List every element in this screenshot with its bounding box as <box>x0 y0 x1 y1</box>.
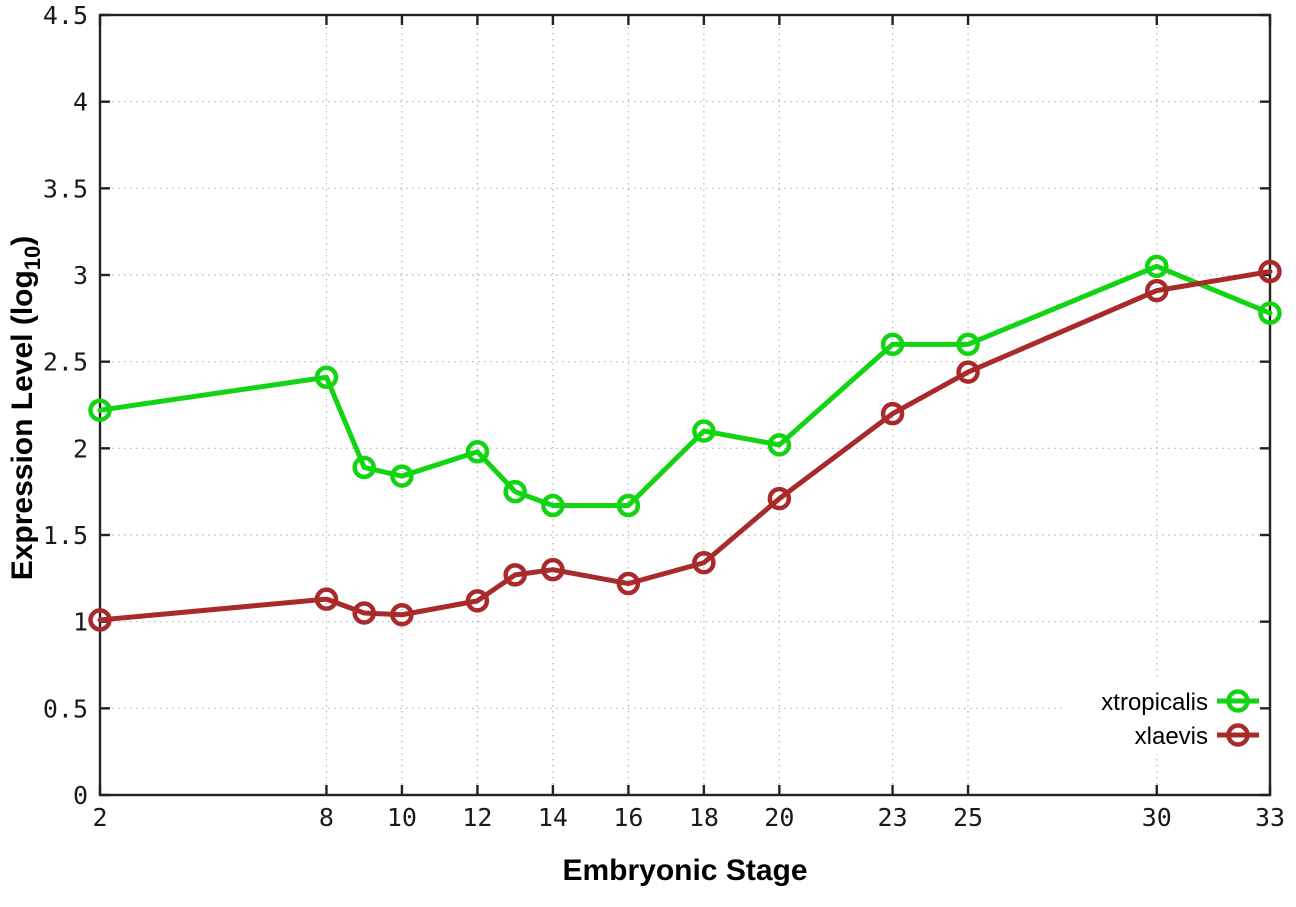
x-tick-label: 25 <box>953 803 983 832</box>
x-tick-label: 20 <box>764 803 794 832</box>
data-point-xlaevis <box>465 589 490 613</box>
x-tick-label: 10 <box>387 803 417 832</box>
data-point-xlaevis <box>692 550 716 575</box>
data-point-xlaevis <box>956 360 980 384</box>
series-xtropicalis <box>88 254 1282 518</box>
data-point-xlaevis <box>880 401 905 426</box>
data-point-xlaevis <box>1145 278 1169 303</box>
data-point-xtropicalis <box>88 398 112 422</box>
axes <box>98 13 1272 797</box>
data-point-xtropicalis <box>767 433 792 457</box>
data-point-xtropicalis <box>692 419 716 443</box>
x-tick-label: 18 <box>689 803 719 832</box>
data-point-xtropicalis <box>314 365 339 390</box>
y-tick-label: 2 <box>73 434 88 463</box>
data-point-xtropicalis <box>503 479 527 504</box>
x-tick-label: 8 <box>319 803 334 832</box>
x-tick-label: 33 <box>1255 803 1285 832</box>
legend-marker-xtropicalis-icon <box>1226 689 1250 713</box>
legend: xtropicalis xlaevis <box>1101 689 1259 750</box>
data-point-xlaevis <box>541 557 565 582</box>
y-tick-label: 1.5 <box>43 521 88 550</box>
series-line-xlaevis <box>97 269 1273 623</box>
data-point-xlaevis <box>390 602 414 627</box>
series-xlaevis <box>88 259 1282 632</box>
y-tick-label: 2.5 <box>43 348 88 377</box>
data-point-xlaevis <box>1258 259 1282 284</box>
y-tick-label: 0 <box>73 781 88 810</box>
y-tick-label: 3.5 <box>43 174 88 203</box>
data-point-xtropicalis <box>1258 301 1282 325</box>
y-tick-label: 3 <box>73 261 88 290</box>
legend-label-xlaevis: xlaevis <box>1135 723 1208 750</box>
data-point-xlaevis <box>88 608 112 632</box>
data-point-xlaevis <box>352 601 376 625</box>
x-axis-title: Embryonic Stage <box>562 854 807 887</box>
data-point-xtropicalis <box>541 493 565 518</box>
data-point-xtropicalis <box>956 332 980 357</box>
gridlines <box>99 14 1271 796</box>
x-tick-label: 12 <box>462 803 492 832</box>
x-tick-label: 14 <box>538 803 568 832</box>
y-tick-label: 0.5 <box>43 694 88 723</box>
x-tick-label: 16 <box>613 803 643 832</box>
data-point-xtropicalis <box>352 455 376 480</box>
data-point-xtropicalis <box>616 493 641 518</box>
data-point-xlaevis <box>314 587 339 611</box>
y-tick-label: 4.5 <box>43 1 88 30</box>
data-point-xtropicalis <box>880 332 905 357</box>
legend-marker-xlaevis-icon <box>1226 723 1250 747</box>
x-tick-label: 2 <box>92 803 107 832</box>
x-tick-label: 23 <box>878 803 908 832</box>
data-point-xtropicalis <box>465 440 490 464</box>
data-point-xlaevis <box>503 563 527 587</box>
tick-labels: 0 0.5 1 1.5 2 2.5 3 3.5 4 4.5 2 8 10 12 14 16 18 20 23 25 30… <box>43 1 1285 832</box>
plot-border <box>98 13 1272 797</box>
data-point-xlaevis <box>767 486 792 511</box>
y-tick-label: 4 <box>73 88 88 117</box>
series-line-xtropicalis <box>97 263 1273 509</box>
data-point-xtropicalis <box>1145 254 1169 279</box>
x-tick-label: 30 <box>1142 803 1172 832</box>
legend-label-xtropicalis: xtropicalis <box>1101 689 1208 716</box>
y-axis-title: Expression Level (log10) <box>6 236 45 581</box>
y-tick-label: 1 <box>73 608 88 637</box>
data-point-xtropicalis <box>390 464 414 488</box>
data-point-xlaevis <box>616 571 641 596</box>
